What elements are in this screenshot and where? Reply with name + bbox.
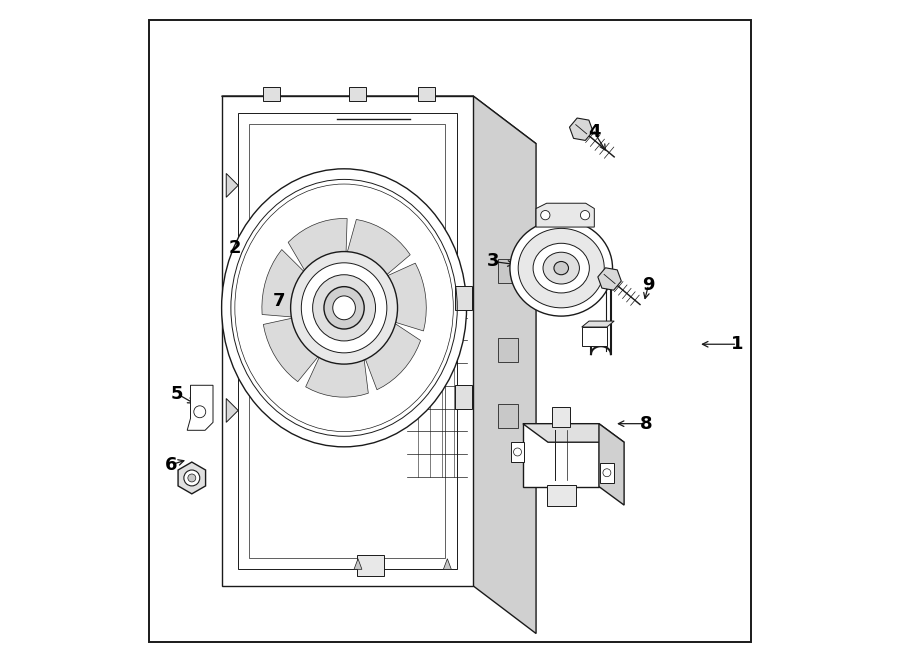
Bar — [418, 87, 436, 101]
Circle shape — [580, 211, 590, 220]
Circle shape — [514, 448, 521, 456]
Ellipse shape — [324, 287, 365, 329]
Text: 3: 3 — [487, 252, 500, 271]
Polygon shape — [523, 424, 624, 442]
Bar — [523, 424, 599, 487]
Bar — [348, 87, 366, 101]
Ellipse shape — [312, 275, 375, 341]
Bar — [581, 327, 607, 346]
Bar — [600, 463, 614, 483]
Bar — [511, 442, 524, 462]
Polygon shape — [444, 559, 451, 569]
Ellipse shape — [518, 228, 604, 308]
Polygon shape — [264, 318, 318, 382]
Text: 2: 2 — [229, 239, 241, 258]
Polygon shape — [354, 559, 362, 569]
Bar — [552, 407, 570, 427]
Polygon shape — [226, 399, 239, 422]
Ellipse shape — [554, 261, 569, 275]
Polygon shape — [536, 203, 594, 227]
Polygon shape — [226, 276, 239, 300]
Ellipse shape — [333, 296, 356, 320]
Circle shape — [184, 470, 200, 486]
Polygon shape — [178, 462, 205, 494]
Bar — [249, 124, 446, 558]
Text: 5: 5 — [171, 385, 184, 403]
Polygon shape — [221, 96, 473, 586]
Ellipse shape — [221, 169, 466, 447]
Circle shape — [603, 469, 611, 477]
Circle shape — [188, 474, 196, 482]
Polygon shape — [473, 96, 536, 634]
Polygon shape — [262, 250, 303, 317]
Bar — [455, 385, 472, 409]
Circle shape — [194, 406, 206, 418]
Ellipse shape — [543, 252, 580, 284]
Ellipse shape — [291, 252, 398, 364]
Polygon shape — [598, 268, 621, 290]
Bar — [238, 113, 456, 569]
Polygon shape — [221, 96, 536, 144]
Text: 1: 1 — [731, 335, 743, 354]
Text: 9: 9 — [643, 275, 655, 294]
Ellipse shape — [302, 263, 387, 353]
Bar — [547, 485, 576, 506]
Polygon shape — [365, 324, 420, 390]
Polygon shape — [581, 321, 614, 327]
Bar — [499, 338, 518, 362]
Text: 8: 8 — [640, 414, 652, 433]
Bar — [455, 286, 472, 310]
Text: 6: 6 — [165, 455, 177, 474]
Circle shape — [541, 211, 550, 220]
Bar — [263, 87, 280, 101]
Ellipse shape — [533, 244, 590, 293]
Bar — [357, 555, 383, 576]
Polygon shape — [388, 263, 427, 331]
Text: 7: 7 — [273, 292, 285, 310]
Polygon shape — [598, 424, 624, 505]
Polygon shape — [288, 218, 347, 270]
Bar — [499, 259, 518, 283]
Text: 4: 4 — [588, 123, 600, 142]
Polygon shape — [226, 173, 239, 197]
Ellipse shape — [510, 220, 613, 316]
Polygon shape — [306, 357, 368, 397]
Polygon shape — [187, 385, 213, 430]
Polygon shape — [347, 220, 410, 275]
Bar — [499, 404, 518, 428]
Polygon shape — [570, 118, 593, 140]
